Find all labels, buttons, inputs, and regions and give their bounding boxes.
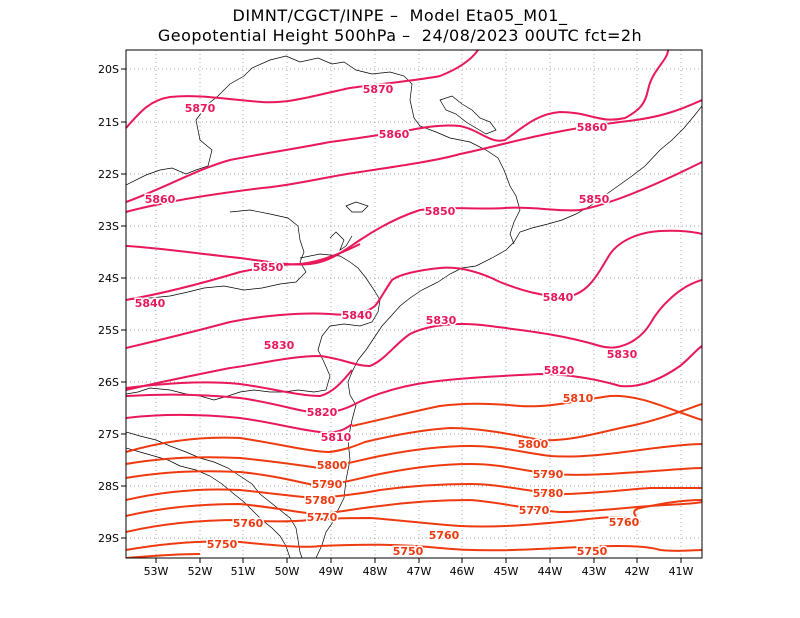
lat-tick-label: 26S bbox=[98, 376, 119, 389]
state-border bbox=[126, 253, 381, 401]
contour-label: 5770 bbox=[519, 504, 550, 517]
lon-tick-label: 53W bbox=[144, 565, 169, 578]
contour-label: 5750 bbox=[577, 545, 608, 558]
contour-label: 5760 bbox=[233, 517, 264, 530]
lon-tick-label: 43W bbox=[582, 565, 607, 578]
contour-label: 5800 bbox=[317, 459, 348, 472]
contour-label: 5750 bbox=[207, 538, 238, 551]
contour-label: 5810 bbox=[563, 392, 594, 405]
coastline bbox=[315, 105, 702, 558]
contour-label: 5850 bbox=[579, 193, 610, 206]
map-frame bbox=[125, 49, 703, 559]
lon-tick-label: 45W bbox=[494, 565, 519, 578]
contour-label: 5790 bbox=[533, 468, 564, 481]
coastline-and-borders bbox=[126, 55, 702, 558]
lon-tick-label: 50W bbox=[275, 565, 300, 578]
contour-line bbox=[126, 279, 702, 391]
contour-line bbox=[126, 553, 201, 558]
contour-label: 5870 bbox=[363, 83, 394, 96]
contour-line bbox=[126, 540, 321, 551]
contour-line bbox=[126, 369, 353, 398]
lon-tick-label: 49W bbox=[319, 565, 344, 578]
contour-label: 5840 bbox=[135, 297, 166, 310]
contour-label: 5840 bbox=[342, 309, 373, 322]
contour-line bbox=[126, 462, 702, 488]
contour-label: 5810 bbox=[321, 431, 352, 444]
contour-label: 5760 bbox=[609, 516, 640, 529]
river bbox=[329, 231, 353, 251]
state-border bbox=[126, 55, 521, 245]
lon-tick-label: 51W bbox=[231, 565, 256, 578]
state-border bbox=[126, 209, 307, 301]
title-line-2: Geopotential Height 500hPa – 24/08/2023 … bbox=[157, 26, 643, 45]
contour-line bbox=[126, 263, 301, 301]
lat-tick-label: 29S bbox=[98, 532, 119, 545]
gridlines bbox=[126, 50, 702, 558]
contour-line bbox=[126, 50, 669, 203]
axis-tick-labels: 53W 52W 51W 50W 49W 48W 47W 46W 45W 44W 43W 42W 41W 2… bbox=[98, 63, 694, 578]
contour-label: 5850 bbox=[425, 205, 456, 218]
contour-label: 5830 bbox=[264, 339, 295, 352]
contour-line bbox=[126, 345, 702, 414]
lon-tick-label: 41W bbox=[669, 565, 694, 578]
contour-label: 5860 bbox=[145, 193, 176, 206]
lat-tick-label: 25S bbox=[98, 324, 119, 337]
contour-lines bbox=[126, 50, 702, 558]
lake bbox=[345, 201, 369, 213]
contour-line bbox=[126, 229, 702, 349]
contour-line bbox=[351, 394, 702, 427]
contour-label: 5790 bbox=[312, 478, 343, 491]
contour-label: 5840 bbox=[543, 291, 574, 304]
contour-label: 5770 bbox=[307, 511, 338, 524]
contour-label: 5800 bbox=[518, 438, 549, 451]
contour-label: 5830 bbox=[426, 314, 457, 327]
axis-ticks bbox=[121, 68, 682, 563]
contour-line bbox=[126, 161, 702, 266]
contour-line bbox=[126, 414, 353, 434]
contour-label: 5850 bbox=[253, 261, 284, 274]
contour-label: 5860 bbox=[379, 128, 410, 141]
lon-tick-label: 47W bbox=[407, 565, 432, 578]
contour-line bbox=[126, 499, 702, 533]
lat-tick-label: 28S bbox=[98, 480, 119, 493]
contour-label: 5830 bbox=[607, 348, 638, 361]
contour-line bbox=[126, 50, 479, 129]
lon-tick-label: 52W bbox=[188, 565, 213, 578]
contour-line bbox=[126, 99, 702, 213]
lon-tick-label: 44W bbox=[538, 565, 563, 578]
lon-tick-label: 42W bbox=[625, 565, 650, 578]
contour-label: 5760 bbox=[429, 529, 460, 542]
lat-tick-label: 22S bbox=[98, 168, 119, 181]
contour-line bbox=[126, 482, 702, 501]
contour-line bbox=[299, 243, 361, 265]
contour-labels: 5870 5870 5860 5860 5860 5850 5850 5850 5840 5840… bbox=[133, 82, 641, 560]
lon-tick-label: 48W bbox=[363, 565, 388, 578]
contour-label: 5780 bbox=[533, 487, 564, 500]
lat-tick-label: 27S bbox=[98, 428, 119, 441]
contour-label: 5860 bbox=[577, 121, 608, 134]
contour-label: 5750 bbox=[393, 545, 424, 558]
contour-label: 5780 bbox=[305, 494, 336, 507]
lat-tick-label: 24S bbox=[98, 272, 119, 285]
lat-tick-label: 23S bbox=[98, 220, 119, 233]
lake bbox=[439, 95, 497, 135]
contour-line bbox=[126, 403, 702, 454]
contour-label: 5820 bbox=[544, 364, 575, 377]
lat-tick-label: 20S bbox=[98, 63, 119, 76]
state-border bbox=[126, 431, 303, 558]
contour-line bbox=[126, 443, 702, 470]
lon-tick-label: 46W bbox=[450, 565, 475, 578]
contour-label: 5870 bbox=[185, 102, 216, 115]
contour-label: 5820 bbox=[307, 406, 338, 419]
title-line-1: DIMNT/CGCT/INPE – Model Eta05_M01_ bbox=[232, 6, 568, 25]
contour-line bbox=[126, 498, 702, 517]
contour-line bbox=[319, 543, 702, 552]
lat-tick-label: 21S bbox=[98, 116, 119, 129]
